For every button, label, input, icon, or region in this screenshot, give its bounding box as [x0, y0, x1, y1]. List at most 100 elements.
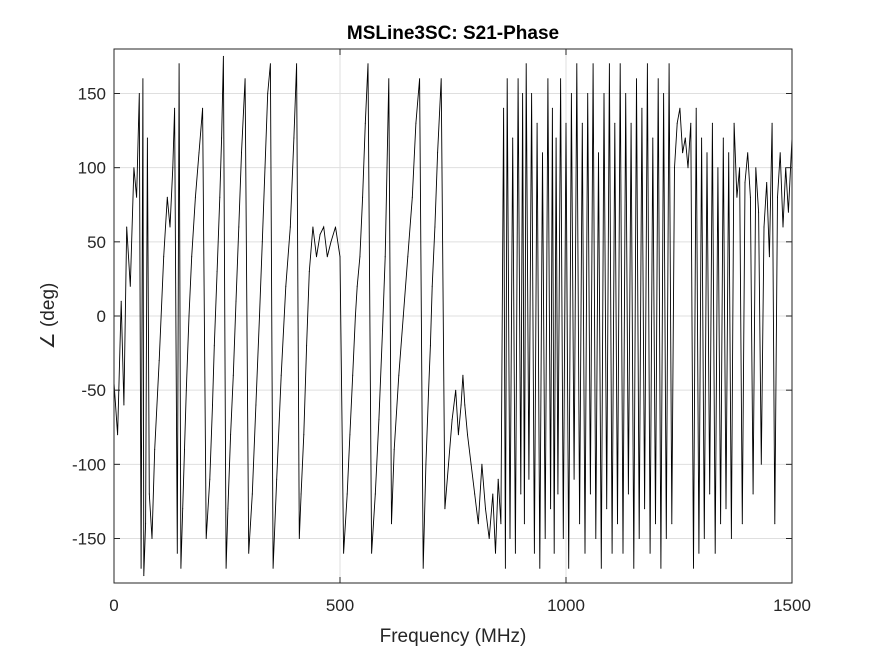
series-point	[221, 137, 223, 139]
series-point	[154, 449, 156, 450]
series-point	[312, 226, 314, 228]
series-point	[126, 226, 128, 228]
series-point	[722, 137, 724, 139]
series-point	[191, 256, 193, 258]
series-point	[542, 152, 543, 154]
series-point	[720, 523, 722, 525]
series-point	[576, 63, 578, 65]
series-point	[213, 345, 215, 347]
series-point	[166, 196, 168, 198]
x-tick-label: 500	[326, 596, 354, 615]
series-point	[606, 508, 608, 510]
series-point	[382, 330, 383, 332]
series-point	[589, 493, 591, 495]
series-point	[536, 122, 538, 124]
series-point	[429, 345, 431, 347]
series-point	[205, 538, 207, 539]
series-point	[644, 508, 646, 510]
series-point	[386, 167, 388, 169]
series-point	[687, 167, 689, 169]
series-point	[533, 552, 535, 554]
axis-ticks: 0 500 1000 1500 -150 -100 -50 0 50 100 150	[72, 49, 811, 615]
series-point	[587, 93, 589, 94]
series-point	[495, 552, 496, 554]
x-tick-label: 0	[109, 596, 118, 615]
series-point	[551, 107, 553, 109]
series-point	[553, 552, 555, 554]
series-point	[182, 508, 184, 510]
series-point	[330, 241, 332, 243]
series-point	[782, 226, 784, 228]
series-point	[374, 493, 376, 495]
series-point	[212, 404, 213, 406]
series-point	[169, 226, 171, 228]
series-point	[777, 196, 778, 198]
series-point	[176, 552, 178, 554]
series-point	[209, 478, 211, 480]
series-point	[584, 552, 586, 554]
series-point	[557, 493, 559, 495]
series-point	[741, 523, 743, 525]
y-tick-label: -100	[72, 455, 106, 474]
series-point	[522, 93, 524, 94]
series-point	[622, 552, 624, 554]
series-point	[276, 478, 278, 480]
series-point	[261, 241, 263, 243]
series-point	[492, 493, 494, 495]
series-point	[560, 78, 562, 80]
x-tick-label: 1000	[547, 596, 585, 615]
series-point	[391, 523, 392, 525]
series-point	[136, 196, 138, 198]
series-point	[470, 463, 472, 465]
series-point	[455, 389, 457, 391]
series-point	[296, 63, 298, 65]
series-point	[285, 285, 287, 287]
series-point	[579, 523, 581, 525]
series-point	[760, 463, 762, 465]
series-point	[744, 182, 746, 183]
series-point	[143, 575, 145, 577]
y-tick-label: -150	[72, 530, 106, 549]
series-point	[679, 107, 681, 109]
series-point	[460, 404, 462, 406]
series-point	[145, 523, 147, 525]
series-point	[665, 538, 667, 539]
series-point	[316, 256, 317, 258]
series-point	[425, 463, 427, 465]
series-point	[774, 523, 776, 525]
series-point	[198, 152, 200, 154]
y-axis-label: ∠ (deg)	[38, 283, 59, 350]
series-point	[474, 493, 476, 495]
series-point	[766, 182, 768, 183]
series-point	[146, 137, 148, 139]
series-point	[568, 567, 570, 569]
series-point	[695, 107, 697, 109]
series-point	[630, 122, 632, 124]
y-tick-label: 150	[78, 85, 106, 104]
series-point	[638, 538, 640, 539]
series-point	[367, 63, 369, 65]
series-point	[671, 523, 673, 525]
series-point	[172, 167, 174, 169]
series-point	[758, 211, 760, 213]
series-point	[267, 93, 269, 94]
series-point	[462, 374, 464, 376]
series-point	[539, 567, 541, 569]
series-point	[300, 493, 302, 495]
series-point	[503, 107, 505, 109]
series-point	[646, 63, 648, 65]
series-point	[255, 404, 257, 406]
series-point	[581, 122, 583, 124]
series-point	[402, 315, 404, 317]
series-point	[235, 300, 237, 302]
series-point	[280, 374, 282, 376]
series-point	[663, 93, 665, 94]
series-point	[714, 552, 716, 554]
series-point	[411, 196, 413, 198]
series-point	[528, 478, 530, 480]
series-point	[787, 211, 789, 213]
series-point	[625, 93, 627, 94]
series-point	[517, 78, 519, 80]
series-point	[565, 122, 567, 124]
series-point	[611, 552, 613, 554]
